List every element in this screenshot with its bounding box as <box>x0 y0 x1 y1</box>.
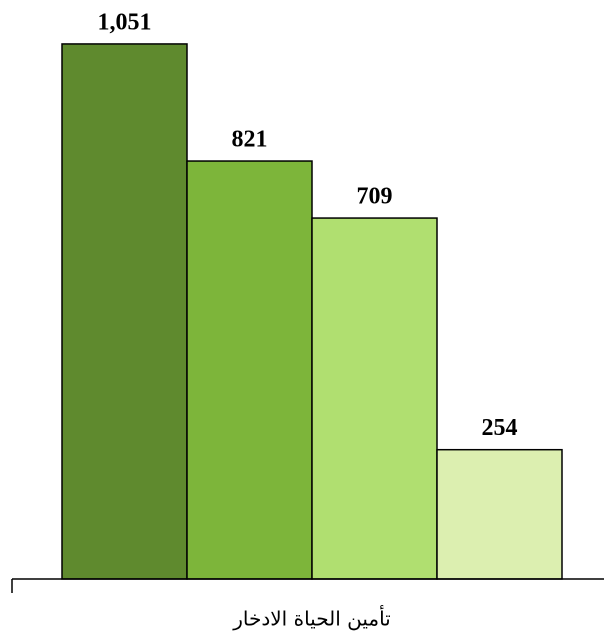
value-label: 821 <box>232 127 268 153</box>
x-tick-label: تأمين الحياة الادخار <box>232 605 391 631</box>
value-label: 1,051 <box>98 9 152 35</box>
bar <box>436 448 563 580</box>
value-label: 254 <box>482 415 518 441</box>
value-label: 709 <box>357 184 393 210</box>
bar <box>311 217 438 580</box>
bar <box>186 160 313 580</box>
bar <box>61 43 188 580</box>
